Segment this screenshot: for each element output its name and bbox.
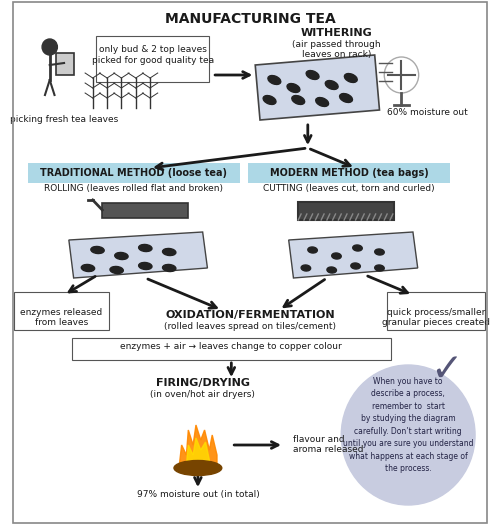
Ellipse shape [292, 96, 304, 104]
Ellipse shape [301, 265, 310, 271]
Circle shape [342, 365, 475, 505]
Text: (rolled leaves spread on tiles/cement): (rolled leaves spread on tiles/cement) [164, 322, 336, 331]
Ellipse shape [138, 245, 152, 251]
Ellipse shape [110, 267, 124, 274]
Ellipse shape [82, 265, 94, 271]
Ellipse shape [138, 262, 152, 269]
Text: ✓: ✓ [430, 351, 462, 389]
Ellipse shape [326, 80, 338, 89]
Circle shape [42, 39, 58, 55]
FancyBboxPatch shape [14, 292, 109, 330]
Text: only bud & 2 top leaves
picked for good quality tea: only bud & 2 top leaves picked for good … [92, 45, 214, 65]
FancyBboxPatch shape [248, 163, 450, 183]
Text: ROLLING (leaves rolled flat and broken): ROLLING (leaves rolled flat and broken) [44, 184, 224, 193]
Text: enzymes + air → leaves change to copper colour: enzymes + air → leaves change to copper … [120, 342, 342, 351]
Ellipse shape [162, 248, 176, 256]
Ellipse shape [340, 93, 352, 102]
Ellipse shape [332, 253, 341, 259]
Polygon shape [288, 232, 418, 278]
Ellipse shape [114, 253, 128, 259]
Ellipse shape [162, 265, 176, 271]
Polygon shape [179, 425, 217, 470]
Text: MANUFACTURING TEA: MANUFACTURING TEA [165, 12, 336, 26]
Text: OXIDATION/FERMENTATION: OXIDATION/FERMENTATION [166, 310, 336, 320]
FancyBboxPatch shape [96, 36, 210, 82]
Ellipse shape [327, 267, 336, 273]
Text: When you have to
describe a process,
remember to  start
by studying the diagram
: When you have to describe a process, rem… [343, 377, 473, 473]
Ellipse shape [287, 83, 300, 92]
Ellipse shape [351, 263, 360, 269]
Text: picking fresh tea leaves: picking fresh tea leaves [10, 115, 118, 124]
Text: TRADITIONAL METHOD (loose tea): TRADITIONAL METHOD (loose tea) [40, 168, 228, 178]
Ellipse shape [344, 74, 357, 82]
Ellipse shape [91, 246, 104, 254]
Polygon shape [186, 438, 210, 465]
Ellipse shape [374, 249, 384, 255]
Ellipse shape [174, 460, 222, 476]
Text: 97% moisture out (in total): 97% moisture out (in total) [136, 490, 260, 499]
Ellipse shape [352, 245, 362, 251]
FancyBboxPatch shape [387, 292, 484, 330]
Text: quick process/smaller
granular pieces created: quick process/smaller granular pieces cr… [382, 308, 490, 328]
Ellipse shape [374, 265, 384, 271]
Text: enzymes released
from leaves: enzymes released from leaves [20, 308, 102, 328]
Ellipse shape [308, 247, 318, 253]
Text: FIRING/DRYING: FIRING/DRYING [156, 378, 250, 388]
FancyBboxPatch shape [102, 203, 188, 218]
FancyBboxPatch shape [72, 338, 391, 360]
Ellipse shape [263, 96, 276, 104]
Polygon shape [69, 232, 207, 278]
Ellipse shape [306, 70, 319, 79]
Ellipse shape [316, 98, 328, 107]
FancyBboxPatch shape [28, 163, 240, 183]
Text: 60% moisture out: 60% moisture out [387, 108, 468, 117]
FancyBboxPatch shape [298, 202, 394, 220]
FancyBboxPatch shape [56, 53, 74, 75]
Ellipse shape [268, 76, 281, 85]
Polygon shape [255, 55, 380, 120]
Text: CUTTING (leaves cut, torn and curled): CUTTING (leaves cut, torn and curled) [263, 184, 434, 193]
Text: (in oven/hot air dryers): (in oven/hot air dryers) [150, 390, 255, 399]
Text: MODERN METHOD (tea bags): MODERN METHOD (tea bags) [270, 168, 428, 178]
Text: (air passed through
leaves on rack): (air passed through leaves on rack) [292, 40, 381, 59]
Text: flavour and
aroma released: flavour and aroma released [294, 435, 364, 455]
Text: WITHERING: WITHERING [300, 28, 372, 38]
